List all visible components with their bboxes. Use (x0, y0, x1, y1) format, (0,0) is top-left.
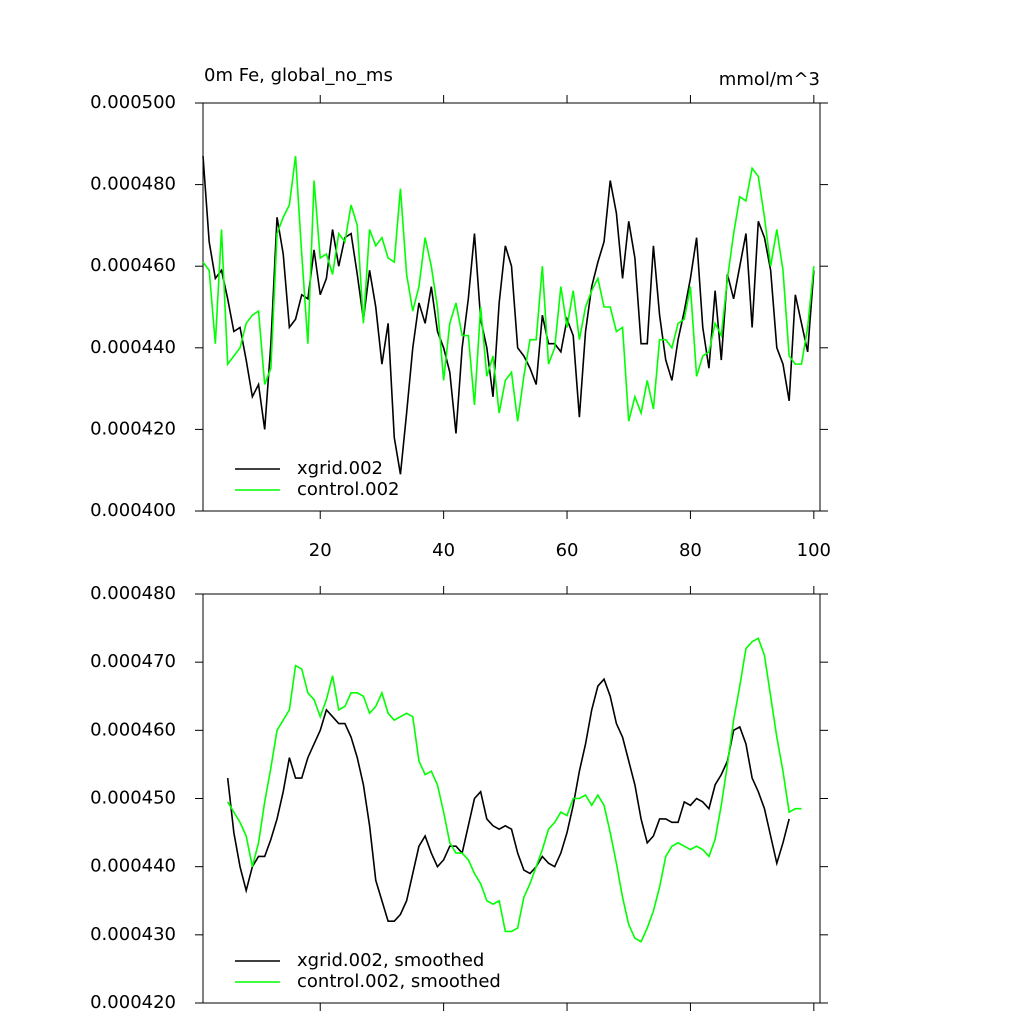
y-tick-label: 0.000480 (90, 174, 176, 195)
series-line (202, 155, 815, 422)
y-tick-label: 0.000480 (90, 583, 176, 604)
x-tick-label: 80 (679, 540, 702, 561)
y-tick-label: 0.000420 (90, 992, 176, 1013)
legend-label: control.002 (297, 479, 399, 500)
x-tick-label: 20 (309, 540, 332, 561)
x-tick-label: 100 (797, 540, 831, 561)
series-line (226, 677, 790, 922)
y-tick-label: 0.000500 (90, 92, 176, 113)
y-tick-label: 0.000440 (90, 337, 176, 358)
plot-frame (202, 102, 821, 512)
units-label: mmol/m^3 (719, 69, 820, 90)
y-tick-label: 0.000470 (90, 651, 176, 672)
x-tick-label: 40 (432, 540, 455, 561)
series-line (226, 637, 802, 943)
y-tick-label: 0.000440 (90, 856, 176, 877)
y-tick-label: 0.000460 (90, 719, 176, 740)
y-tick-label: 0.000450 (90, 788, 176, 809)
y-tick-label: 0.000400 (90, 500, 176, 521)
x-tick-label: 60 (556, 540, 579, 561)
y-tick-label: 0.000430 (90, 924, 176, 945)
y-tick-label: 0.000420 (90, 418, 176, 439)
legend-label: control.002, smoothed (297, 971, 501, 992)
y-tick-label: 0.000460 (90, 255, 176, 276)
legend-label: xgrid.002, smoothed (297, 950, 484, 971)
chart-title: 0m Fe, global_no_ms (204, 65, 393, 86)
legend-label: xgrid.002 (297, 458, 383, 479)
